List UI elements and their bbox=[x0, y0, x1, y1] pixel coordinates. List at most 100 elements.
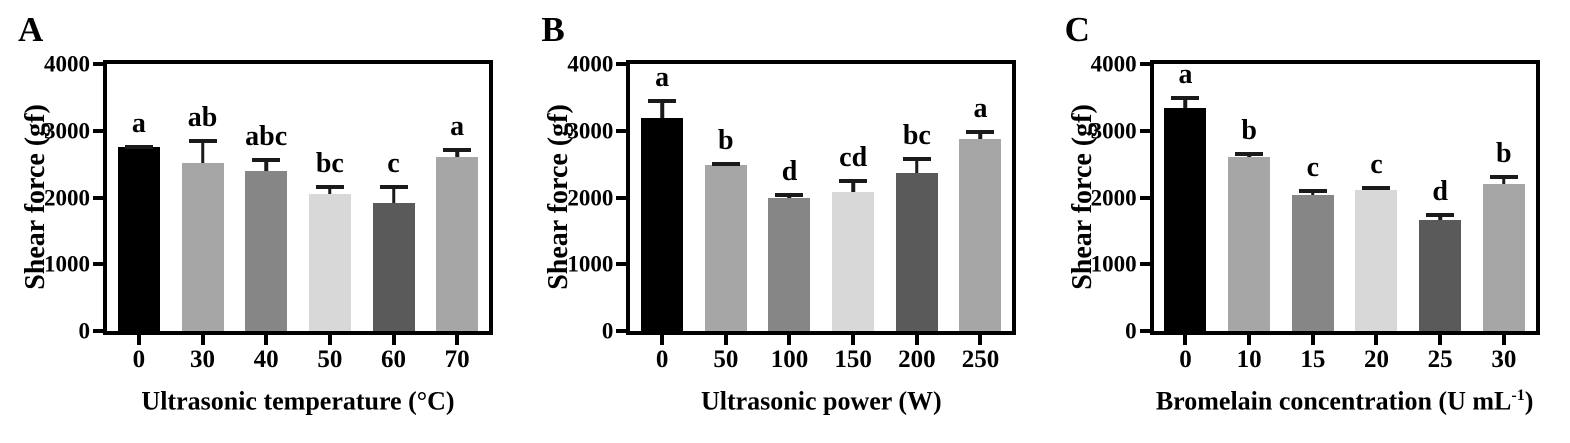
x-tick-mark bbox=[660, 335, 665, 345]
y-tick-label: 1000 bbox=[1090, 251, 1137, 277]
bar bbox=[1228, 156, 1271, 331]
y-tick-label: 4000 bbox=[44, 51, 90, 77]
significance-letter: ab bbox=[187, 102, 218, 134]
y-tick-label: 4000 bbox=[1090, 51, 1137, 77]
error-bar-cap bbox=[315, 185, 344, 190]
bar bbox=[895, 173, 938, 331]
y-tick-mark bbox=[93, 128, 103, 133]
y-tick-label: 1000 bbox=[44, 251, 90, 277]
x-tick-mark bbox=[978, 335, 983, 345]
significance-letter: bc bbox=[902, 119, 931, 151]
error-bar-stem bbox=[660, 99, 664, 119]
error-bar-cap bbox=[648, 99, 677, 104]
bar bbox=[1291, 194, 1334, 331]
error-bar-stem bbox=[1183, 96, 1188, 109]
bar bbox=[1482, 184, 1525, 331]
significance-letter: b bbox=[1496, 138, 1512, 170]
significance-letter: d bbox=[781, 156, 798, 188]
error-bar-stem bbox=[200, 139, 205, 164]
bar bbox=[117, 147, 160, 331]
y-tick-label: 1000 bbox=[567, 251, 614, 277]
bar bbox=[372, 202, 415, 331]
error-bar-stem bbox=[455, 148, 459, 158]
x-tick-label: 30 bbox=[190, 346, 215, 373]
x-tick-mark bbox=[455, 335, 460, 345]
x-tick-label: 25 bbox=[1427, 346, 1453, 373]
bar bbox=[1164, 108, 1207, 331]
y-tick-mark bbox=[616, 329, 627, 333]
error-bar-cap bbox=[1298, 188, 1327, 193]
y-tick-label: 3000 bbox=[1090, 118, 1137, 144]
bar bbox=[1419, 220, 1462, 331]
x-axis-label-superscript: -1 bbox=[1511, 387, 1525, 404]
panel-b: B Shear force (gf) 0 1000 2000 3000 4000 a 0 b 5… bbox=[523, 0, 1046, 443]
error-bar-stem bbox=[915, 156, 919, 174]
x-tick-mark bbox=[1438, 335, 1443, 345]
y-tick-mark bbox=[616, 62, 627, 66]
significance-letter: cd bbox=[839, 142, 868, 174]
significance-letter: a bbox=[450, 111, 465, 143]
error-bar-cap bbox=[966, 129, 995, 134]
y-tick-mark bbox=[1139, 128, 1150, 133]
x-tick-mark bbox=[200, 335, 205, 345]
error-bar-cap bbox=[902, 156, 931, 161]
x-tick-label: 60 bbox=[381, 346, 406, 373]
x-tick-mark bbox=[851, 335, 856, 345]
error-bar-cap bbox=[775, 193, 804, 198]
y-tick-mark bbox=[1139, 262, 1150, 267]
x-tick-label: 70 bbox=[444, 346, 470, 373]
error-bar-cap bbox=[379, 184, 408, 189]
y-tick-label: 4000 bbox=[567, 51, 614, 77]
error-bar-stem bbox=[978, 129, 983, 139]
x-axis-label-text: Ultrasonic temperature (°C) bbox=[141, 386, 455, 416]
significance-letter: b bbox=[1241, 114, 1257, 146]
error-bar-cap bbox=[1426, 212, 1455, 217]
x-axis-label-suffix: ) bbox=[1524, 386, 1534, 416]
x-tick-mark bbox=[914, 335, 919, 345]
bar bbox=[704, 165, 747, 331]
error-bar-stem bbox=[1502, 175, 1506, 185]
x-axis-label: Ultrasonic power (W) bbox=[626, 388, 1016, 415]
x-tick-label: 0 bbox=[655, 346, 669, 373]
error-bar-cap bbox=[839, 179, 868, 184]
y-tick-label: 0 bbox=[601, 318, 614, 344]
y-tick-mark bbox=[1139, 329, 1150, 333]
x-tick-mark bbox=[1374, 335, 1379, 345]
error-bar-cap bbox=[1489, 175, 1518, 180]
bar bbox=[959, 138, 1002, 331]
x-tick-mark bbox=[264, 335, 269, 345]
x-tick-label: 20 bbox=[1363, 346, 1389, 373]
significance-letter: c bbox=[1370, 149, 1383, 181]
x-tick-label: 250 bbox=[961, 346, 1000, 373]
error-bar-cap bbox=[188, 139, 217, 144]
error-bar-cap bbox=[1235, 151, 1264, 156]
significance-letter: a bbox=[973, 92, 988, 124]
x-tick-mark bbox=[1247, 335, 1252, 345]
x-tick-label: 0 bbox=[132, 346, 146, 373]
x-tick-mark bbox=[136, 335, 141, 345]
y-tick-mark bbox=[616, 128, 627, 133]
error-bar-cap bbox=[124, 145, 153, 150]
plot-area: 0 1000 2000 3000 4000 a 0 ab 30 abc 40 bc 50 c 60 a 70 bbox=[44, 53, 493, 372]
y-tick-label: 3000 bbox=[44, 118, 90, 144]
panel-letter-a: A bbox=[18, 10, 44, 49]
y-tick-label: 0 bbox=[78, 318, 91, 344]
panel-letter-c: C bbox=[1064, 10, 1090, 49]
x-tick-label: 50 bbox=[317, 346, 343, 373]
error-bar-cap bbox=[1171, 96, 1200, 101]
significance-letter: abc bbox=[245, 120, 288, 152]
error-bar-cap bbox=[443, 148, 472, 153]
y-tick-label: 2000 bbox=[567, 185, 614, 210]
error-bar-stem bbox=[851, 179, 855, 192]
significance-letter: a bbox=[655, 62, 670, 94]
significance-letter: c bbox=[387, 147, 400, 179]
x-tick-mark bbox=[723, 335, 728, 345]
x-tick-label: 50 bbox=[713, 346, 739, 373]
x-tick-label: 40 bbox=[253, 346, 279, 373]
x-tick-mark bbox=[787, 335, 792, 345]
significance-letter: c bbox=[1306, 151, 1320, 183]
error-bar-stem bbox=[328, 185, 332, 195]
x-axis-label-text: Ultrasonic power (W) bbox=[700, 386, 942, 416]
plot-area: 0 1000 2000 3000 4000 a 0 b 50 d 100 cd 150 bc 200 a 250 bbox=[567, 53, 1017, 372]
significance-letter: a bbox=[1178, 59, 1193, 91]
